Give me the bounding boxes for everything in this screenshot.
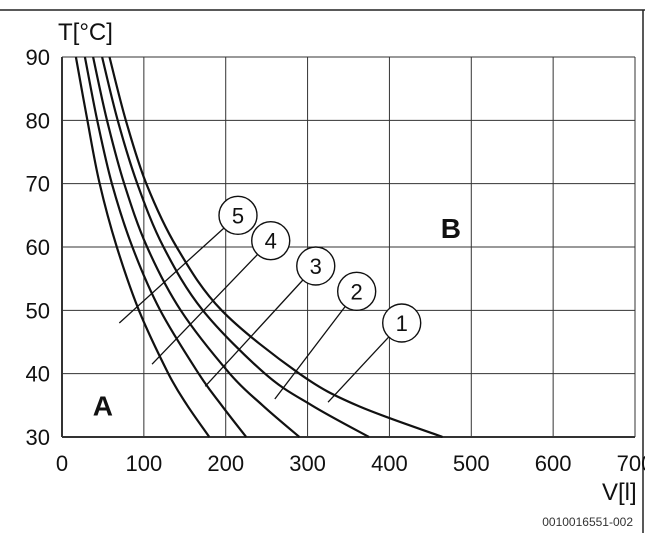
y-tick-80: 80 (26, 108, 50, 133)
x-tick-100: 100 (125, 451, 162, 476)
label-leaders (118, 227, 390, 403)
leader-1 (327, 336, 390, 403)
curve-label-circle-2 (336, 271, 377, 312)
curve-label-1: 1 (396, 311, 408, 336)
curve-1 (108, 56, 443, 439)
curve-label-2: 2 (351, 279, 363, 304)
x-tick-200: 200 (207, 451, 244, 476)
curve-5 (74, 56, 211, 438)
y-tick-60: 60 (26, 235, 50, 260)
x-tick-300: 300 (289, 451, 326, 476)
tick-labels: 0 100 200 300 400 500 600 700 90 80 70 60 50 40 30 (26, 45, 645, 476)
x-tick-600: 600 (535, 451, 572, 476)
curve-label-circle-3 (296, 246, 336, 286)
x-tick-0: 0 (56, 451, 68, 476)
leader-4 (151, 253, 259, 365)
reference-code: 0010016551-002 (542, 515, 633, 529)
leader-5 (118, 227, 225, 324)
curves (74, 56, 443, 439)
curve-label-circle-1 (382, 303, 422, 343)
y-tick-40: 40 (26, 362, 50, 387)
y-tick-70: 70 (26, 172, 50, 197)
curve-label-5: 5 (232, 203, 244, 228)
curve-label-circle-4 (251, 220, 291, 261)
leader-3 (204, 279, 304, 387)
grid (61, 56, 636, 438)
y-axis-title: T[°C] (58, 19, 113, 46)
x-tick-500: 500 (453, 451, 490, 476)
x-axis-title: V[l] (602, 479, 637, 506)
y-tick-90: 90 (26, 45, 50, 70)
y-tick-50: 50 (26, 298, 50, 323)
curve-3 (92, 56, 301, 438)
y-tick-30: 30 (26, 425, 50, 450)
leader-2 (274, 306, 346, 400)
curve-label-3: 3 (310, 254, 322, 279)
curve-label-4: 4 (265, 229, 277, 254)
curve-labels: 1 2 3 45 A B (93, 195, 461, 421)
x-tick-400: 400 (371, 451, 408, 476)
curve-2 (101, 56, 370, 438)
curve-label-circle-5 (218, 195, 258, 236)
x-tick-700: 700 (617, 451, 645, 476)
curve-4 (83, 56, 248, 438)
region-label-B: B (441, 213, 461, 244)
region-label-A: A (93, 390, 113, 421)
